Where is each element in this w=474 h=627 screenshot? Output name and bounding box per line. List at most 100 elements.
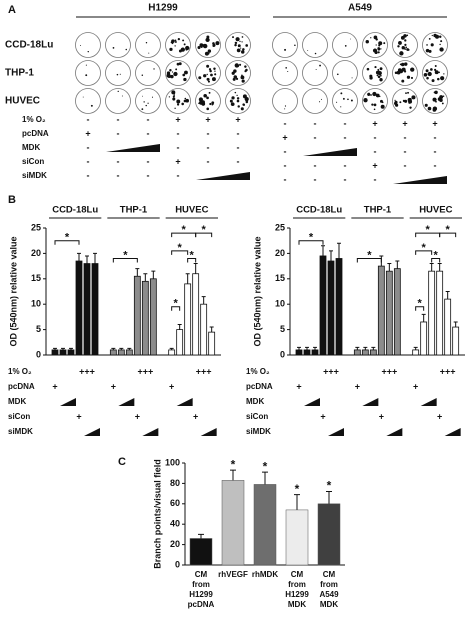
colony xyxy=(240,75,245,80)
condition-sign: + xyxy=(372,118,377,128)
condition-mark: +++ xyxy=(79,366,95,376)
colony xyxy=(428,37,431,40)
colony xyxy=(125,48,128,51)
colony xyxy=(202,43,207,48)
condition-mark: + xyxy=(52,381,57,391)
condition-sign: - xyxy=(344,174,347,184)
colony xyxy=(439,47,444,52)
condition-sign: - xyxy=(147,114,150,124)
y-tick-label: 0 xyxy=(36,349,41,359)
significance-mark: * xyxy=(174,298,179,310)
colony xyxy=(215,41,220,46)
condition-sign: - xyxy=(207,156,210,166)
error-bar xyxy=(53,347,57,350)
colony xyxy=(241,41,243,43)
significance-mark: * xyxy=(202,224,207,236)
error-bar xyxy=(337,242,341,259)
significance-mark: * xyxy=(418,298,423,310)
colony xyxy=(344,44,347,47)
colony xyxy=(231,96,235,100)
bar xyxy=(192,273,200,356)
colony xyxy=(80,44,81,46)
colony xyxy=(208,78,210,80)
colony xyxy=(402,99,406,103)
bar xyxy=(327,260,335,356)
bar xyxy=(184,283,192,356)
colony xyxy=(172,97,176,101)
colony xyxy=(235,37,240,42)
colony xyxy=(394,71,398,74)
significance-mark: * xyxy=(190,249,195,261)
bar xyxy=(428,270,436,356)
colony xyxy=(376,74,379,77)
x-tick-label: rhMDK xyxy=(252,570,278,579)
colony xyxy=(214,70,216,72)
condition-mark: +++ xyxy=(196,366,212,376)
colony xyxy=(401,79,405,83)
colony xyxy=(404,62,408,66)
colony xyxy=(229,99,233,103)
colony xyxy=(314,52,317,55)
colony xyxy=(351,77,353,79)
colony xyxy=(431,44,434,47)
colony xyxy=(199,43,204,48)
colony xyxy=(373,103,377,107)
error-bar xyxy=(93,252,97,264)
condition-sign: - xyxy=(87,114,90,124)
y-tick-label: 20 xyxy=(170,539,180,549)
well xyxy=(302,88,328,114)
colony xyxy=(176,103,180,106)
colony xyxy=(197,45,201,50)
significance-bracket xyxy=(298,240,324,245)
condition-label: siCon xyxy=(8,412,30,421)
well xyxy=(75,88,101,114)
colony xyxy=(173,92,176,94)
colony xyxy=(241,50,245,54)
error-bar xyxy=(177,324,182,330)
well xyxy=(362,60,388,86)
colony xyxy=(235,77,239,80)
condition-mark: +++ xyxy=(323,366,339,376)
condition-label: pcDNA xyxy=(246,382,273,391)
colony xyxy=(206,64,210,68)
group-label: HUVEC xyxy=(419,205,452,216)
condition-mark: + xyxy=(169,381,174,391)
significance-bracket xyxy=(171,306,181,311)
condition-label: 1% O₂ xyxy=(8,367,32,376)
significance-mark: * xyxy=(65,232,70,244)
colony xyxy=(398,41,402,45)
gradient-triangle xyxy=(196,172,250,180)
colony xyxy=(168,96,170,98)
error-bar xyxy=(413,346,418,350)
bar xyxy=(141,280,149,356)
y-tick-label: 80 xyxy=(170,478,180,488)
bar xyxy=(221,480,245,566)
condition-mark: + xyxy=(379,411,384,421)
condition-sign: + xyxy=(282,132,287,142)
significance-bracket xyxy=(415,250,433,255)
colony xyxy=(240,47,242,49)
colony xyxy=(407,97,412,102)
error-bar xyxy=(313,346,317,350)
colony xyxy=(401,46,405,50)
x-tick-label: from xyxy=(320,580,338,589)
well xyxy=(332,60,358,86)
condition-label: siMDK xyxy=(246,427,271,436)
condition-sign: - xyxy=(284,118,287,128)
colony xyxy=(211,77,216,82)
colony xyxy=(377,51,380,54)
bar xyxy=(75,260,83,356)
colony xyxy=(174,39,177,42)
colony xyxy=(350,38,351,40)
bar xyxy=(319,255,327,356)
bar xyxy=(168,349,176,356)
condition-sign: - xyxy=(344,118,347,128)
gradient-triangle xyxy=(444,428,461,436)
colony xyxy=(411,95,416,100)
bar xyxy=(335,258,343,356)
gradient-triangle xyxy=(60,398,76,406)
x-tick-label: from xyxy=(288,580,306,589)
group-label: CCD-18Lu xyxy=(52,205,98,216)
condition-sign: + xyxy=(235,114,240,124)
